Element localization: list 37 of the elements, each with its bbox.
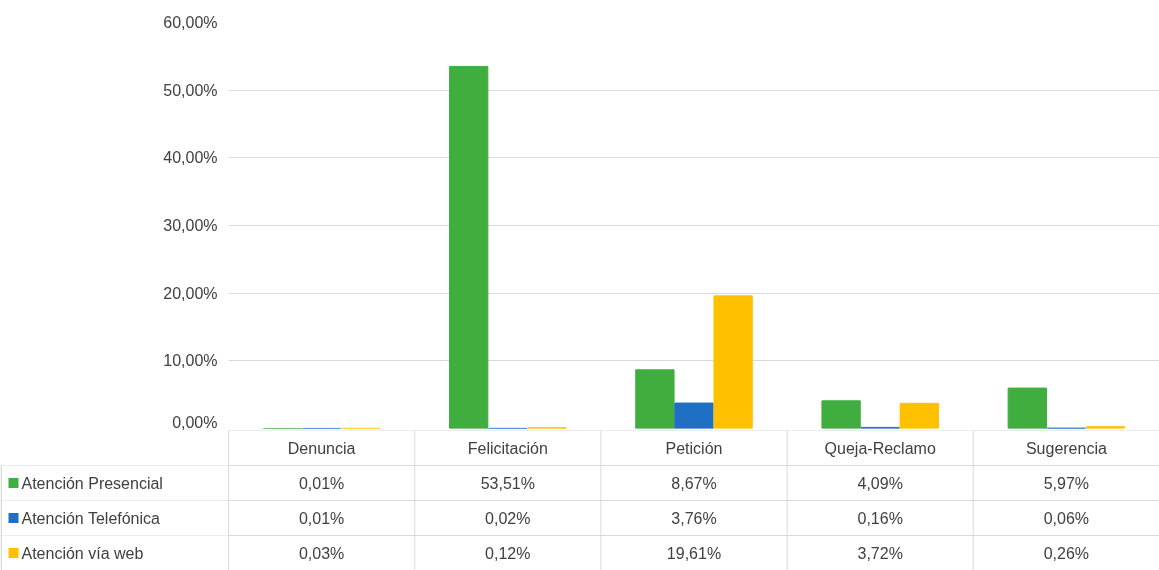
data-label: 0,12% [485, 544, 531, 562]
y-tick-label: 60,00% [163, 14, 218, 31]
bar [821, 400, 861, 429]
bar [713, 295, 753, 429]
x-tick-label: Felicitación [467, 439, 548, 457]
x-tick-label: Queja-Reclamo [824, 439, 936, 457]
x-tick-label: Sugerencia [1025, 439, 1107, 457]
data-label: 0,16% [857, 509, 903, 527]
legend-label: Atención vía web [21, 544, 144, 562]
data-label: 0,06% [1043, 509, 1090, 527]
data-label: 0,02% [485, 509, 531, 527]
data-label: 4,09% [857, 474, 903, 492]
data-label: 0,26% [1043, 544, 1090, 562]
y-tick-label: 50,00% [163, 81, 218, 99]
legend-label: Atención Telefónica [21, 509, 161, 527]
data-label: 0,03% [298, 544, 345, 562]
data-label: 0,01% [298, 474, 345, 492]
y-tick-label: 20,00% [163, 284, 218, 302]
data-label: 53,51% [480, 474, 535, 492]
y-tick-label: 10,00% [163, 352, 218, 370]
data-label: 5,97% [1043, 474, 1090, 492]
data-label: 19,61% [666, 544, 722, 562]
x-tick-label: Denuncia [287, 439, 356, 457]
bar [449, 65, 489, 429]
legend-label: Atención Presencial [21, 474, 163, 492]
bar [635, 369, 675, 429]
x-tick-label: Petición [665, 439, 723, 457]
data-label: 3,72% [857, 544, 903, 562]
data-label: 3,76% [671, 509, 717, 527]
data-label: 8,67% [671, 474, 717, 492]
data-label: 0,01% [298, 509, 345, 527]
bar [899, 402, 939, 429]
bar [674, 402, 714, 429]
bar [1007, 387, 1047, 429]
y-tick-label: 0,00% [172, 413, 218, 431]
y-tick-label: 30,00% [163, 217, 218, 234]
y-tick-label: 40,00% [163, 149, 218, 167]
